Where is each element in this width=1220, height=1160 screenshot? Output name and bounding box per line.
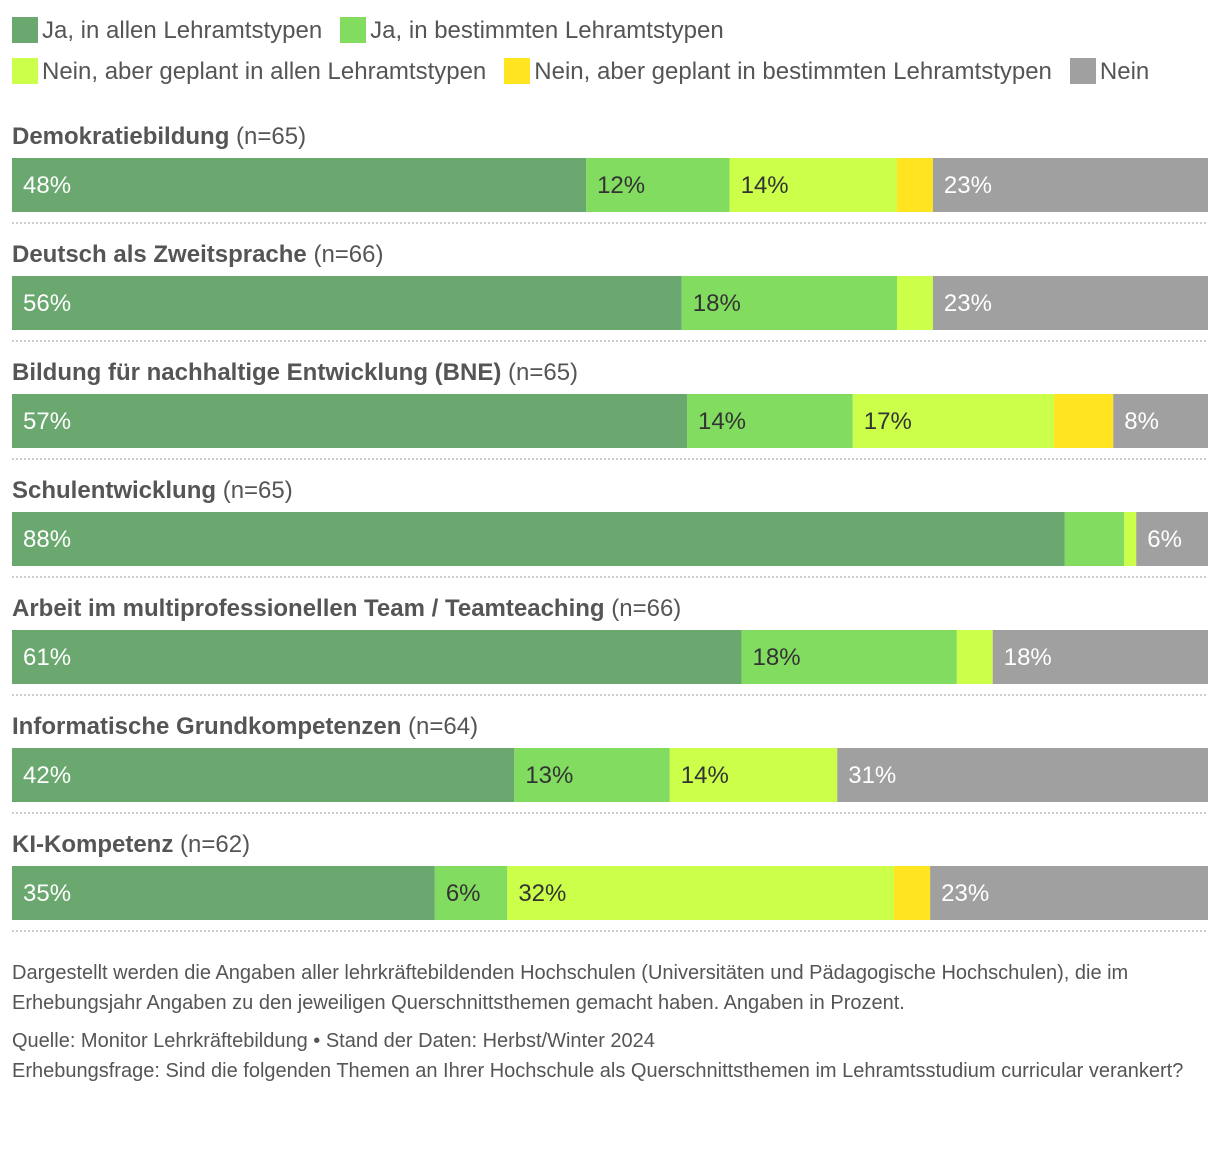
- category-name: Demokratiebildung: [12, 123, 229, 150]
- bar-segment: [1064, 512, 1125, 566]
- legend-item: Ja, in allen Lehramtstypen: [12, 10, 322, 51]
- legend-swatch: [340, 17, 367, 43]
- bar-segment: [897, 276, 933, 330]
- data-label: 6%: [1147, 526, 1182, 553]
- category-title: Demokratiebildung (n=65): [12, 123, 306, 150]
- bar-segment: [1113, 394, 1208, 448]
- bar-segment: [837, 748, 1208, 802]
- data-label: 12%: [597, 172, 645, 199]
- data-label: 14%: [741, 172, 789, 199]
- bar-segment: [897, 158, 933, 212]
- bar-segment: [12, 394, 687, 448]
- legend-item: Nein, aber geplant in allen Lehramtstype…: [12, 51, 486, 92]
- data-label: 48%: [23, 172, 71, 199]
- data-label: 31%: [848, 762, 896, 789]
- bar-segment: [434, 866, 508, 920]
- bar-segment: [893, 866, 931, 920]
- legend-swatch: [1069, 58, 1096, 84]
- data-label: 6%: [446, 880, 481, 907]
- data-label: 17%: [864, 408, 912, 435]
- data-label: 88%: [23, 526, 71, 553]
- bar-segment: [12, 748, 515, 802]
- legend-swatch: [504, 58, 531, 84]
- bar-segment: [1136, 512, 1208, 566]
- legend-label: Nein: [1099, 58, 1150, 85]
- category-name: Schulentwicklung: [12, 477, 216, 504]
- data-label: 23%: [944, 172, 992, 199]
- data-label: 42%: [23, 762, 71, 789]
- bar-segment: [741, 630, 957, 684]
- bar-segment: [669, 748, 838, 802]
- data-label: 57%: [23, 408, 71, 435]
- legend-item: Ja, in bestimmten Lehramtstypen: [340, 10, 724, 51]
- legend-swatch: [12, 58, 38, 84]
- data-label: 14%: [698, 408, 746, 435]
- bar-segment: [992, 630, 1208, 684]
- bar-segment: [1054, 394, 1114, 448]
- bar-segment: [12, 630, 742, 684]
- category-n: (n=66): [605, 595, 682, 622]
- category-n: (n=65): [501, 359, 578, 386]
- data-label: 56%: [23, 290, 71, 317]
- category-name: Informatische Grundkompetenzen: [12, 713, 401, 740]
- data-label: 18%: [753, 644, 801, 671]
- category-name: Arbeit im multiprofessionellen Team / Te…: [12, 595, 605, 622]
- bar-segment: [514, 748, 670, 802]
- data-label: 13%: [525, 762, 573, 789]
- data-label: 14%: [681, 762, 729, 789]
- category-title: Deutsch als Zweitsprache (n=66): [12, 241, 384, 268]
- bar-segment: [681, 276, 898, 330]
- data-label: 61%: [23, 644, 71, 671]
- legend-item: Nein, aber geplant in bestimmten Lehramt…: [504, 51, 1052, 92]
- bar-segment: [12, 276, 682, 330]
- category-n: (n=64): [401, 713, 478, 740]
- legend-item: Nein: [1069, 51, 1150, 92]
- data-label: 8%: [1124, 408, 1159, 435]
- bar-segment: [507, 866, 894, 920]
- legend-label: Nein, aber geplant in bestimmten Lehramt…: [534, 58, 1052, 85]
- bar-segment: [12, 158, 587, 212]
- data-label: 32%: [518, 880, 566, 907]
- data-label: 23%: [944, 290, 992, 317]
- category-title: Bildung für nachhaltige Entwicklung (BNE…: [12, 359, 578, 386]
- data-label: 23%: [941, 880, 989, 907]
- category-name: Deutsch als Zweitsprache: [12, 241, 307, 268]
- chart-notes: Dargestellt werden die Angaben aller leh…: [12, 958, 1207, 1086]
- category-n: (n=65): [229, 123, 306, 150]
- data-label: 35%: [23, 880, 71, 907]
- bar-segment: [1124, 512, 1137, 566]
- legend-label: Nein, aber geplant in allen Lehramtstype…: [42, 58, 487, 85]
- stacked-bar-chart: Demokratiebildung (n=65) 48% 12% 14% 23% Deut…: [12, 123, 1208, 932]
- category-title: KI-Kompetenz (n=62): [12, 831, 250, 858]
- category-name: KI-Kompetenz: [12, 831, 173, 858]
- legend-label: Ja, in bestimmten Lehramtstypen: [370, 17, 724, 44]
- category-title: Informatische Grundkompetenzen (n=64): [12, 713, 478, 740]
- bar-segment: [729, 158, 898, 212]
- bar-segment: [12, 512, 1065, 566]
- bar-segment: [932, 158, 1208, 212]
- data-label: 18%: [1004, 644, 1052, 671]
- category-title: Arbeit im multiprofessionellen Team / Te…: [12, 595, 681, 622]
- category-n: (n=65): [216, 477, 293, 504]
- bar-segment: [12, 866, 435, 920]
- question-note: Erhebungsfrage: Sind die folgenden Theme…: [12, 1060, 1184, 1082]
- category-n: (n=66): [307, 241, 384, 268]
- bar-segment: [930, 866, 1208, 920]
- bar-segment: [956, 630, 993, 684]
- data-label: 18%: [693, 290, 741, 317]
- description-note: Dargestellt werden die Angaben aller leh…: [12, 962, 1129, 1014]
- category-name: Bildung für nachhaltige Entwicklung (BNE…: [12, 359, 501, 386]
- bar-segment: [932, 276, 1208, 330]
- legend-label: Ja, in allen Lehramtstypen: [42, 17, 323, 44]
- category-title: Schulentwicklung (n=65): [12, 477, 293, 504]
- legend: Ja, in allen Lehramtstypen Ja, in bestimm…: [12, 10, 1212, 92]
- bar-segment: [586, 158, 730, 212]
- bar-segment: [852, 394, 1055, 448]
- category-n: (n=62): [173, 831, 250, 858]
- legend-swatch: [12, 17, 38, 43]
- bar-segment: [686, 394, 853, 448]
- source-note: Quelle: Monitor Lehrkräftebildung • Stan…: [12, 1030, 655, 1052]
